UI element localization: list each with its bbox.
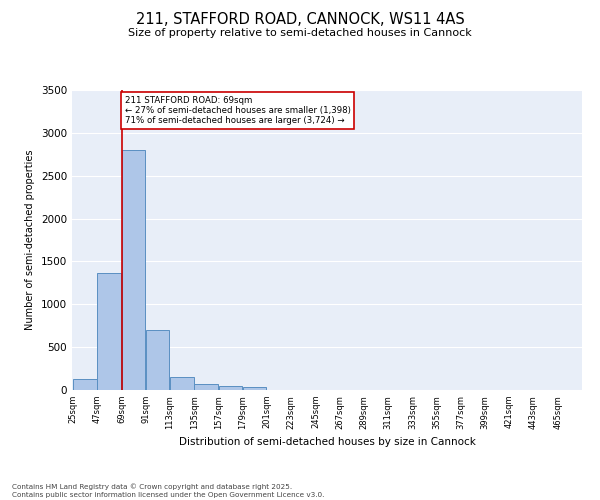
Bar bbox=[194, 384, 218, 390]
Bar bbox=[218, 386, 242, 390]
Text: 211 STAFFORD ROAD: 69sqm
← 27% of semi-detached houses are smaller (1,398)
71% o: 211 STAFFORD ROAD: 69sqm ← 27% of semi-d… bbox=[125, 96, 351, 126]
Bar bbox=[170, 376, 194, 390]
Bar bbox=[97, 272, 121, 390]
Bar bbox=[122, 150, 145, 390]
Y-axis label: Number of semi-detached properties: Number of semi-detached properties bbox=[25, 150, 35, 330]
Text: 211, STAFFORD ROAD, CANNOCK, WS11 4AS: 211, STAFFORD ROAD, CANNOCK, WS11 4AS bbox=[136, 12, 464, 28]
X-axis label: Distribution of semi-detached houses by size in Cannock: Distribution of semi-detached houses by … bbox=[179, 437, 475, 447]
Bar bbox=[73, 379, 97, 390]
Text: Contains HM Land Registry data © Crown copyright and database right 2025.
Contai: Contains HM Land Registry data © Crown c… bbox=[12, 484, 325, 498]
Bar bbox=[146, 330, 169, 390]
Text: Size of property relative to semi-detached houses in Cannock: Size of property relative to semi-detach… bbox=[128, 28, 472, 38]
Bar bbox=[243, 387, 266, 390]
